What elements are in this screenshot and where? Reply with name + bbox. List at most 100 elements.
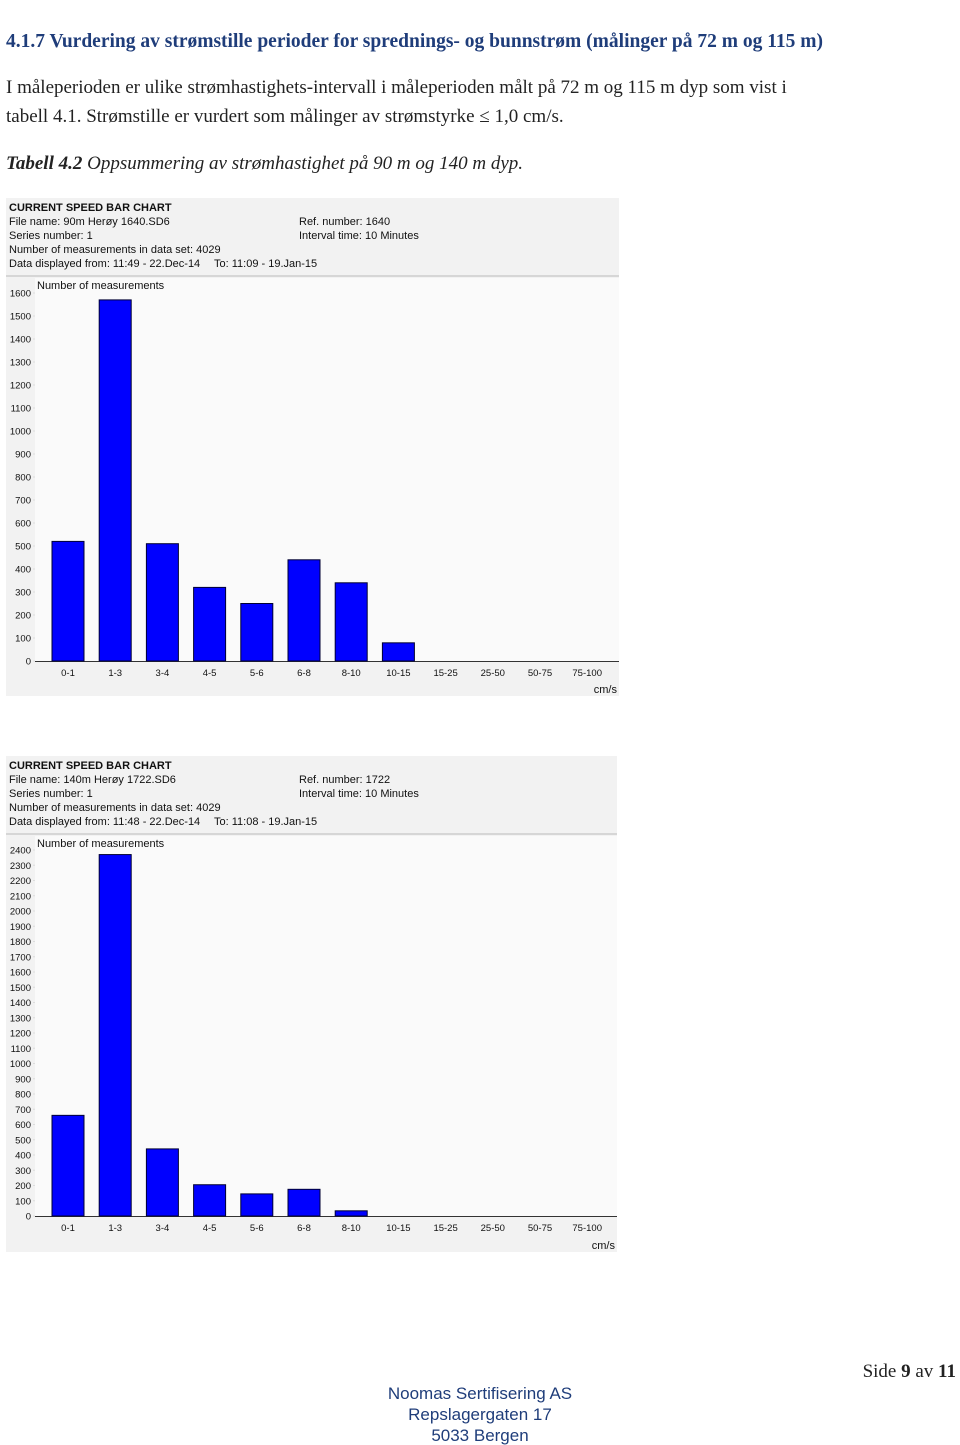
x-tick-label: 25-50 (481, 668, 505, 679)
y-tick-label: 1800 (10, 937, 31, 948)
x-tick-label: 75-100 (572, 1223, 602, 1234)
bar (287, 1188, 321, 1217)
bar (145, 1148, 179, 1217)
y-tick-label: 2000 (10, 907, 31, 918)
chart-measurements: Number of measurements in data set: 4029 (9, 244, 221, 256)
y-tick-label: 1100 (11, 1044, 31, 1055)
heading: 4.1.7 Vurdering av strømstille perioder … (6, 31, 823, 52)
caption: Tabell 4.2 Oppsummering av strømhastighe… (6, 153, 523, 174)
x-tick-label: 8-10 (342, 668, 361, 679)
x-tick-label: 5-6 (250, 1223, 264, 1234)
y-tick-label: 400 (15, 1151, 31, 1162)
y-tick-label: 100 (15, 1196, 31, 1207)
y-tick-label: 2400 (10, 846, 31, 857)
x-axis-label: cm/s (592, 1240, 616, 1252)
y-tick-label: 1200 (10, 1029, 31, 1040)
chart-title: CURRENT SPEED BAR CHART (9, 202, 172, 214)
y-tick-label: 600 (15, 1120, 31, 1131)
page-label: Side (863, 1361, 897, 1382)
y-tick-label: 700 (15, 496, 31, 507)
y-tick-label: 200 (15, 611, 31, 622)
chart-ref-number: Ref. number: 1722 (299, 774, 390, 786)
x-axis-label: cm/s (594, 684, 618, 696)
y-tick-label: 200 (15, 1181, 31, 1192)
y-tick-label: 2100 (10, 891, 31, 902)
y-axis-label: Number of measurements (37, 838, 165, 850)
y-tick-label: 500 (15, 1135, 31, 1146)
y-tick-label: 900 (15, 450, 31, 461)
bar (98, 299, 132, 662)
page-current: 9 (901, 1361, 911, 1382)
bar (145, 543, 179, 662)
y-tick-label: 0 (26, 657, 31, 668)
x-tick-label: 4-5 (203, 668, 217, 679)
chart-title: CURRENT SPEED BAR CHART (9, 760, 172, 772)
x-tick-label: 75-100 (572, 668, 602, 679)
chart-displayed-from: Data displayed from: 11:49 - 22.Dec-14 (9, 258, 200, 270)
paragraph-line: I måleperioden er ulike strømhastighets-… (6, 77, 787, 98)
x-tick-label: 5-6 (250, 668, 264, 679)
chart-interval-time: Interval time: 10 Minutes (299, 230, 419, 242)
x-tick-label: 15-25 (433, 668, 457, 679)
y-tick-label: 800 (15, 1090, 31, 1101)
y-tick-label: 100 (15, 634, 31, 645)
y-tick-label: 400 (15, 565, 31, 576)
bar (193, 586, 227, 662)
plot-background (35, 836, 617, 1216)
footer-city: 5033 Bergen (431, 1426, 528, 1445)
bar (287, 559, 321, 662)
y-tick-label: 900 (15, 1074, 31, 1085)
x-tick-label: 50-75 (528, 668, 552, 679)
page-total: 11 (938, 1361, 956, 1382)
y-tick-label: 1000 (10, 1059, 31, 1070)
bar (51, 540, 85, 662)
x-tick-label: 50-75 (528, 1223, 552, 1234)
chart-series-number: Series number: 1 (9, 230, 93, 242)
x-tick-label: 0-1 (61, 1223, 75, 1234)
footer-company: Noomas Sertifisering AS (388, 1384, 572, 1403)
x-tick-label: 10-15 (386, 1223, 410, 1234)
y-tick-label: 500 (15, 542, 31, 553)
chart-displayed-from: Data displayed from: 11:48 - 22.Dec-14 (9, 816, 200, 828)
chart-ref-number: Ref. number: 1640 (299, 216, 390, 228)
bar (51, 1114, 85, 1217)
y-tick-label: 2300 (10, 861, 31, 872)
chart-series-number: Series number: 1 (9, 788, 93, 800)
chart-file-name: File name: 140m Herøy 1722.SD6 (9, 774, 176, 786)
paragraph-line: tabell 4.1. Strømstille er vurdert som m… (6, 106, 564, 127)
y-tick-label: 0 (26, 1212, 31, 1223)
x-tick-label: 8-10 (342, 1223, 361, 1234)
plot-background (35, 278, 619, 661)
y-tick-label: 1400 (10, 998, 31, 1009)
y-tick-label: 800 (15, 473, 31, 484)
y-tick-label: 1600 (10, 968, 31, 979)
x-tick-label: 25-50 (481, 1223, 505, 1234)
chart-interval-time: Interval time: 10 Minutes (299, 788, 419, 800)
y-tick-label: 1700 (10, 952, 31, 963)
x-tick-label: 0-1 (61, 668, 75, 679)
x-tick-label: 10-15 (386, 668, 410, 679)
chart-file-name: File name: 90m Herøy 1640.SD6 (9, 216, 170, 228)
chart-displayed-to: To: 11:08 - 19.Jan-15 (214, 816, 317, 828)
bar (193, 1184, 227, 1217)
bar (334, 582, 368, 662)
page-number: Side 9 av 11 (863, 1361, 956, 1382)
x-tick-label: 6-8 (297, 668, 311, 679)
y-tick-label: 1600 (10, 289, 31, 300)
y-tick-label: 1500 (10, 312, 31, 323)
bar (381, 642, 415, 662)
x-tick-label: 4-5 (203, 1223, 217, 1234)
x-tick-label: 3-4 (156, 1223, 170, 1234)
y-tick-label: 1300 (10, 1013, 31, 1024)
bar (240, 1193, 274, 1217)
y-tick-label: 600 (15, 519, 31, 530)
y-tick-label: 700 (15, 1105, 31, 1116)
y-tick-label: 1200 (10, 381, 31, 392)
bar (240, 603, 274, 662)
x-tick-label: 15-25 (433, 1223, 457, 1234)
x-tick-label: 1-3 (108, 1223, 122, 1234)
y-tick-label: 1300 (10, 358, 31, 369)
caption-text: Oppsummering av strømhastighet på 90 m o… (87, 153, 523, 174)
